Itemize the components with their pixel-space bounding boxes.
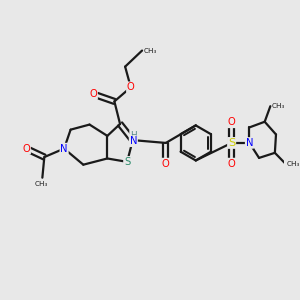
Text: N: N	[246, 138, 253, 148]
Text: O: O	[162, 159, 170, 169]
Text: O: O	[22, 144, 30, 154]
Text: O: O	[89, 89, 97, 99]
Text: CH₃: CH₃	[144, 48, 157, 54]
Text: H: H	[130, 130, 136, 140]
Text: N: N	[130, 136, 137, 146]
Text: O: O	[228, 159, 236, 169]
Text: CH₃: CH₃	[272, 103, 285, 109]
Text: CH₃: CH₃	[286, 160, 300, 166]
Text: CH₃: CH₃	[34, 181, 48, 187]
Text: S: S	[124, 157, 130, 167]
Text: S: S	[228, 138, 235, 148]
Text: O: O	[127, 82, 135, 92]
Text: O: O	[228, 117, 236, 127]
Text: N: N	[60, 144, 68, 154]
